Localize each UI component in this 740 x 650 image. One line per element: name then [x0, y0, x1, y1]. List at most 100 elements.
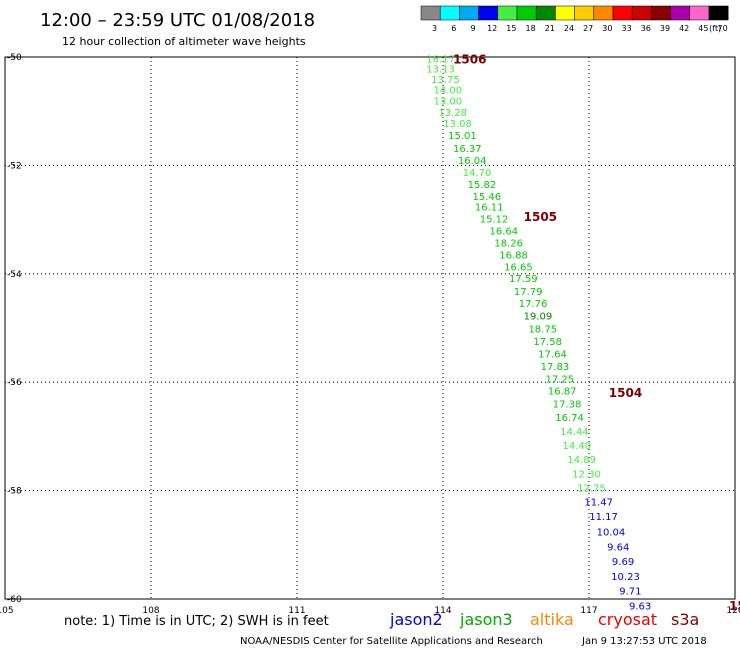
legend-swatch	[478, 5, 499, 21]
swh-value: 17.76	[519, 299, 548, 310]
swh-value: 16.11	[475, 203, 504, 214]
color-legend: 3 6 9 12 15 18 21 24 27 30 33 36 39 42 45 70(ft)	[420, 5, 729, 33]
x-tick-label: 105	[0, 606, 14, 616]
pass-number-label: 1506	[453, 53, 486, 67]
legend-swatch	[459, 5, 479, 21]
swh-value: 18.26	[494, 238, 523, 249]
swh-value: 13.00	[434, 96, 463, 107]
swh-value: 16.88	[499, 250, 528, 261]
y-tick-label: -58	[7, 487, 22, 497]
swh-value: 16.64	[490, 227, 519, 238]
swh-value: 10.23	[611, 572, 640, 583]
legend-unit: (ft)	[709, 24, 721, 33]
swh-value: 17.83	[541, 362, 570, 373]
legend-label: 21	[545, 24, 555, 33]
footer-note: note: 1) Time is in UTC; 2) SWH is in fe…	[64, 614, 329, 629]
swh-value: 10.04	[597, 527, 626, 538]
legend-swatch	[593, 5, 614, 21]
y-tick-label: -60	[7, 595, 22, 605]
satellite-cryosat: cryosat	[598, 610, 657, 629]
legend-label: 42	[679, 24, 689, 33]
legend-label: 6	[451, 24, 456, 33]
legend-swatch	[651, 5, 671, 21]
swh-value: 9.63	[629, 602, 651, 613]
y-tick-label: -56	[7, 378, 22, 388]
swh-value: 13.28	[438, 108, 467, 119]
swh-value: 17.59	[509, 274, 538, 285]
legend-label: 30	[602, 24, 612, 33]
chart-title: 12:00 – 23:59 UTC 01/08/2018	[40, 10, 315, 31]
swh-value: 13.08	[443, 119, 472, 130]
legend-swatch	[612, 5, 633, 21]
legend-swatch	[535, 5, 556, 21]
x-tick-label: 108	[142, 606, 159, 616]
swh-value: 14.00	[434, 86, 463, 97]
swh-value: 15.12	[480, 215, 509, 226]
legend-swatch	[631, 5, 652, 21]
satellite-altika: altika	[530, 610, 574, 629]
legend-label: 70	[718, 24, 728, 33]
swh-value: 13.75	[431, 75, 460, 86]
swh-value: 12.30	[572, 469, 601, 480]
timestamp: Jan 9 13:27:53 UTC 2018	[581, 636, 707, 647]
satellite-legend: jason2 jason3 altika cryosat s3a	[389, 610, 699, 629]
x-tick-label: 114	[434, 606, 451, 616]
swh-value: 11.47	[584, 498, 613, 509]
data-points: 16.1713.1313.7514.0013.0013.2813.0815.01…	[426, 55, 651, 613]
swh-value: 17.64	[538, 350, 567, 361]
swh-value: 15.82	[468, 180, 497, 191]
x-tick-label: 117	[580, 606, 597, 616]
y-tick-label: -54	[7, 270, 22, 280]
swh-value: 16.17	[426, 55, 455, 66]
credit-text: NOAA/NESDIS Center for Satellite Applica…	[240, 636, 543, 647]
legend-swatch	[439, 5, 460, 21]
legend-label: 45	[698, 24, 708, 33]
satellite-s3a: s3a	[671, 610, 699, 629]
legend-label: 18	[526, 24, 536, 33]
y-tick-label: -52	[7, 161, 22, 171]
x-tick-label: 111	[288, 606, 305, 616]
legend-swatch	[516, 5, 537, 21]
pass-labels: 1506 1505 1504 15	[453, 53, 740, 613]
swh-value: 9.71	[619, 586, 641, 597]
satellite-jason3: jason3	[459, 610, 513, 629]
swh-value: 14.70	[463, 168, 492, 179]
legend-label: 9	[470, 24, 475, 33]
satellite-jason2: jason2	[389, 610, 443, 629]
legend-label: 15	[506, 24, 516, 33]
swh-value: 16.74	[555, 413, 584, 424]
swh-value: 16.04	[458, 156, 487, 167]
swh-value: 12.75	[577, 483, 606, 494]
swh-value: 17.25	[545, 374, 574, 385]
legend-label: 33	[622, 24, 632, 33]
pass-number-label: 1504	[609, 386, 642, 400]
swh-value: 17.38	[553, 399, 582, 410]
chart-subtitle: 12 hour collection of altimeter wave hei…	[62, 35, 306, 48]
swh-value: 14.89	[567, 455, 596, 466]
swh-value: 17.79	[514, 287, 543, 298]
grid-lines	[5, 57, 735, 599]
plot-frame	[4, 56, 736, 600]
swh-value: 14.40	[563, 441, 592, 452]
swh-value: 15.46	[472, 192, 501, 203]
legend-label: 27	[583, 24, 593, 33]
legend-swatch	[497, 5, 518, 21]
swh-value: 13.13	[426, 64, 455, 75]
swh-value: 17.58	[533, 337, 562, 348]
legend-swatch	[555, 5, 575, 21]
legend-label: 12	[487, 24, 497, 33]
legend-swatch	[574, 5, 595, 21]
swh-value: 16.65	[504, 262, 533, 273]
pass-number-label: 15	[729, 599, 740, 613]
swh-value: 9.69	[612, 557, 634, 568]
pass-number-label: 1505	[524, 210, 557, 224]
swh-value: 16.37	[453, 144, 482, 155]
x-tick-label: 120	[726, 606, 740, 616]
swh-value: 16.87	[548, 386, 577, 397]
swh-value: 18.75	[528, 325, 557, 336]
swh-value: 19.09	[524, 312, 553, 323]
legend-label: 39	[660, 24, 670, 33]
legend-label: 24	[564, 24, 574, 33]
legend-swatch	[708, 5, 729, 21]
